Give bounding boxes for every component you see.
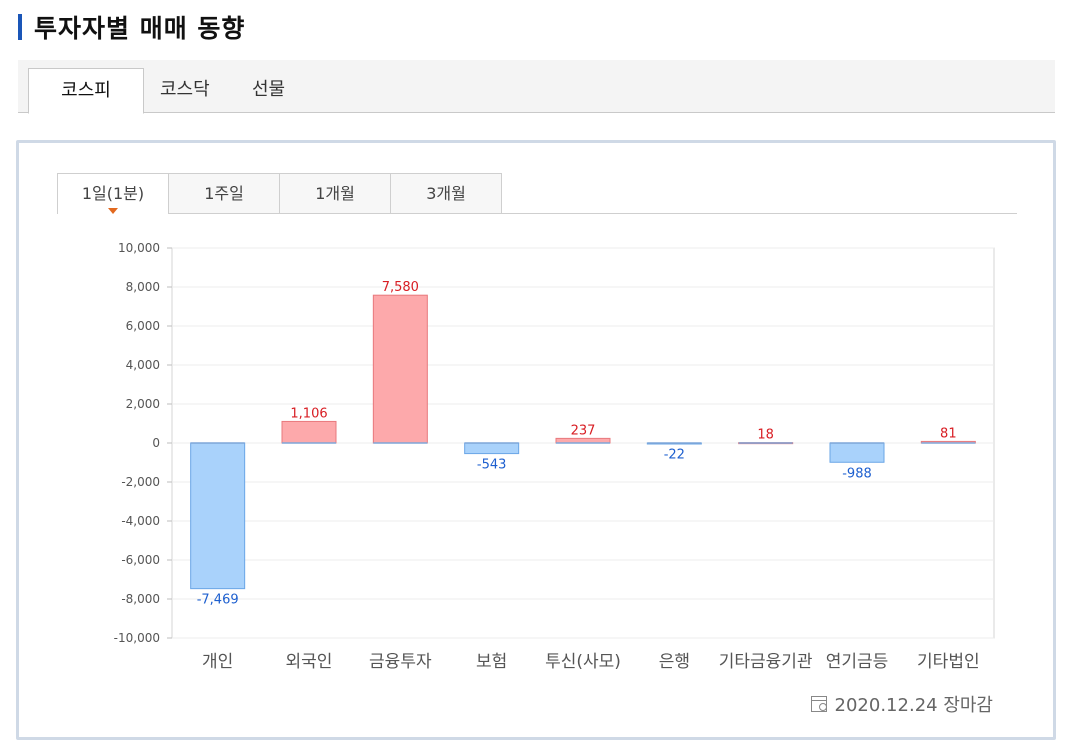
- x-category-label: 외국인: [286, 652, 333, 672]
- bar-value-label: 1,106: [290, 406, 327, 421]
- y-tick-label: -8,000: [121, 592, 160, 606]
- tab-1month[interactable]: 1개월: [279, 173, 391, 213]
- y-tick-label: -10,000: [114, 631, 160, 645]
- active-caret-icon: [108, 208, 118, 214]
- tab-1day-label: 1일(1분): [81, 184, 145, 203]
- x-category-label: 연기금등: [826, 652, 889, 672]
- tab-1day[interactable]: 1일(1분): [57, 173, 169, 214]
- y-tick-label: 4,000: [126, 358, 160, 372]
- tab-kosdaq[interactable]: 코스닥: [160, 79, 210, 100]
- y-tick-label: 10,000: [118, 241, 160, 255]
- y-tick-label: 8,000: [126, 280, 160, 294]
- bar-value-label: 18: [757, 428, 774, 443]
- period-tab-bar: 1일(1분) 1주일 1개월 3개월: [57, 173, 1017, 214]
- chart-panel: 1일(1분) 1주일 1개월 3개월 10,000 8,000 6,000 4,000…: [16, 140, 1056, 740]
- y-tick-label: 0: [152, 436, 160, 450]
- bar: [464, 442, 520, 455]
- bar-value-label: -543: [477, 458, 507, 473]
- x-category-label: 투신(사모): [545, 652, 621, 672]
- bar-value-label: -22: [664, 447, 685, 462]
- x-category-label: 기타법인: [917, 652, 980, 672]
- tab-1week[interactable]: 1주일: [168, 173, 280, 213]
- tab-kospi[interactable]: 코스피: [28, 68, 144, 114]
- bar-value-label: 237: [571, 423, 596, 438]
- investor-bar-chart: 10,000 8,000 6,000 4,000 2,000 0 -2,000 -4,000 -…: [114, 241, 995, 672]
- x-category-label: 은행: [659, 652, 690, 672]
- y-tick-label: -6,000: [121, 553, 160, 567]
- y-tick-label: 2,000: [126, 397, 160, 411]
- calendar-clock-icon: [810, 696, 827, 712]
- bar-value-label: -7,469: [197, 593, 239, 608]
- bar: [829, 442, 885, 463]
- bar: [190, 442, 246, 590]
- bar-value-label: 81: [940, 426, 957, 441]
- bar-value-label: -988: [842, 466, 872, 481]
- bar-value-label: 7,580: [382, 280, 419, 295]
- page-title: 투자자별 매매 동향: [18, 10, 245, 44]
- tab-3month[interactable]: 3개월: [390, 173, 502, 213]
- market-close-date: 2020.12.24 장마감: [834, 695, 993, 716]
- x-category-label: 금융투자: [369, 652, 432, 672]
- x-category-label: 개인: [202, 652, 233, 672]
- bar: [281, 420, 337, 444]
- bar: [372, 294, 428, 444]
- y-tick-label: 6,000: [126, 319, 160, 333]
- title-accent-bar: [18, 14, 22, 40]
- tab-futures[interactable]: 선물: [252, 79, 286, 100]
- y-tick-label: -4,000: [121, 514, 160, 528]
- page-title-text: 투자자별 매매 동향: [34, 14, 246, 43]
- y-tick-label: -2,000: [121, 475, 160, 489]
- market-tab-bar: 코스피 코스닥 선물: [18, 60, 1055, 114]
- market-close-stamp: 2020.12.24 장마감: [810, 691, 993, 717]
- x-category-label: 보험: [476, 652, 507, 672]
- x-category-label: 기타금융기관: [719, 652, 813, 672]
